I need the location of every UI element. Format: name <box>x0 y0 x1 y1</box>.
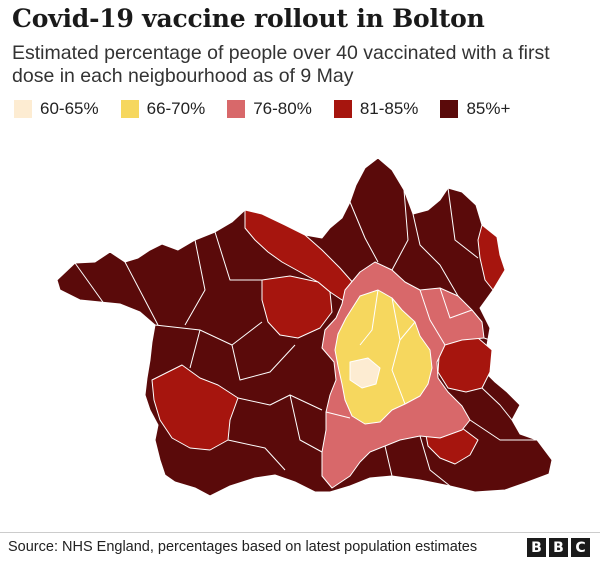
legend-label: 60-65% <box>40 99 99 118</box>
footer-divider <box>0 532 600 533</box>
neighbourhood-borders <box>74 187 537 487</box>
map-svg <box>56 157 553 497</box>
legend-label: 85%+ <box>466 99 511 118</box>
legend-item: 60-65% <box>14 99 99 119</box>
map-area-60-65-pocket <box>349 357 381 389</box>
source-note: Source: NHS England, percentages based o… <box>8 539 478 555</box>
legend-label: 81-85% <box>359 99 419 118</box>
chart-title: Covid-19 vaccine rollout in Bolton <box>12 4 485 33</box>
bbc-logo-letter: B <box>527 538 546 557</box>
legend-swatch-76-80 <box>227 100 246 118</box>
map-area-66-70-centre <box>334 289 433 425</box>
bbc-logo-letter: C <box>571 538 590 557</box>
legend-item: 76-80% <box>227 99 312 119</box>
bbc-logo-letter: B <box>549 538 568 557</box>
map-area-81-85-central-west <box>261 275 333 339</box>
legend-label: 66-70% <box>146 99 206 118</box>
bbc-logo: B B C <box>524 538 590 557</box>
legend-label: 76-80% <box>253 99 312 118</box>
legend-swatch-81-85 <box>333 100 352 118</box>
legend-item: 66-70% <box>120 99 206 119</box>
legend-swatch-60-65 <box>14 100 32 118</box>
map-area-81-85-ne-edge <box>477 224 506 291</box>
legend-swatch-85-plus <box>440 100 459 118</box>
legend-swatch-66-70 <box>120 100 139 118</box>
legend-item: 85%+ <box>440 99 510 119</box>
legend-item: 81-85% <box>333 99 419 119</box>
chart-subtitle: Estimated percentage of people over 40 v… <box>12 42 550 87</box>
legend: 60-65% 66-70% 76-80% 81-85% 85%+ <box>14 99 532 119</box>
bolton-neighbourhood-map <box>0 140 600 525</box>
